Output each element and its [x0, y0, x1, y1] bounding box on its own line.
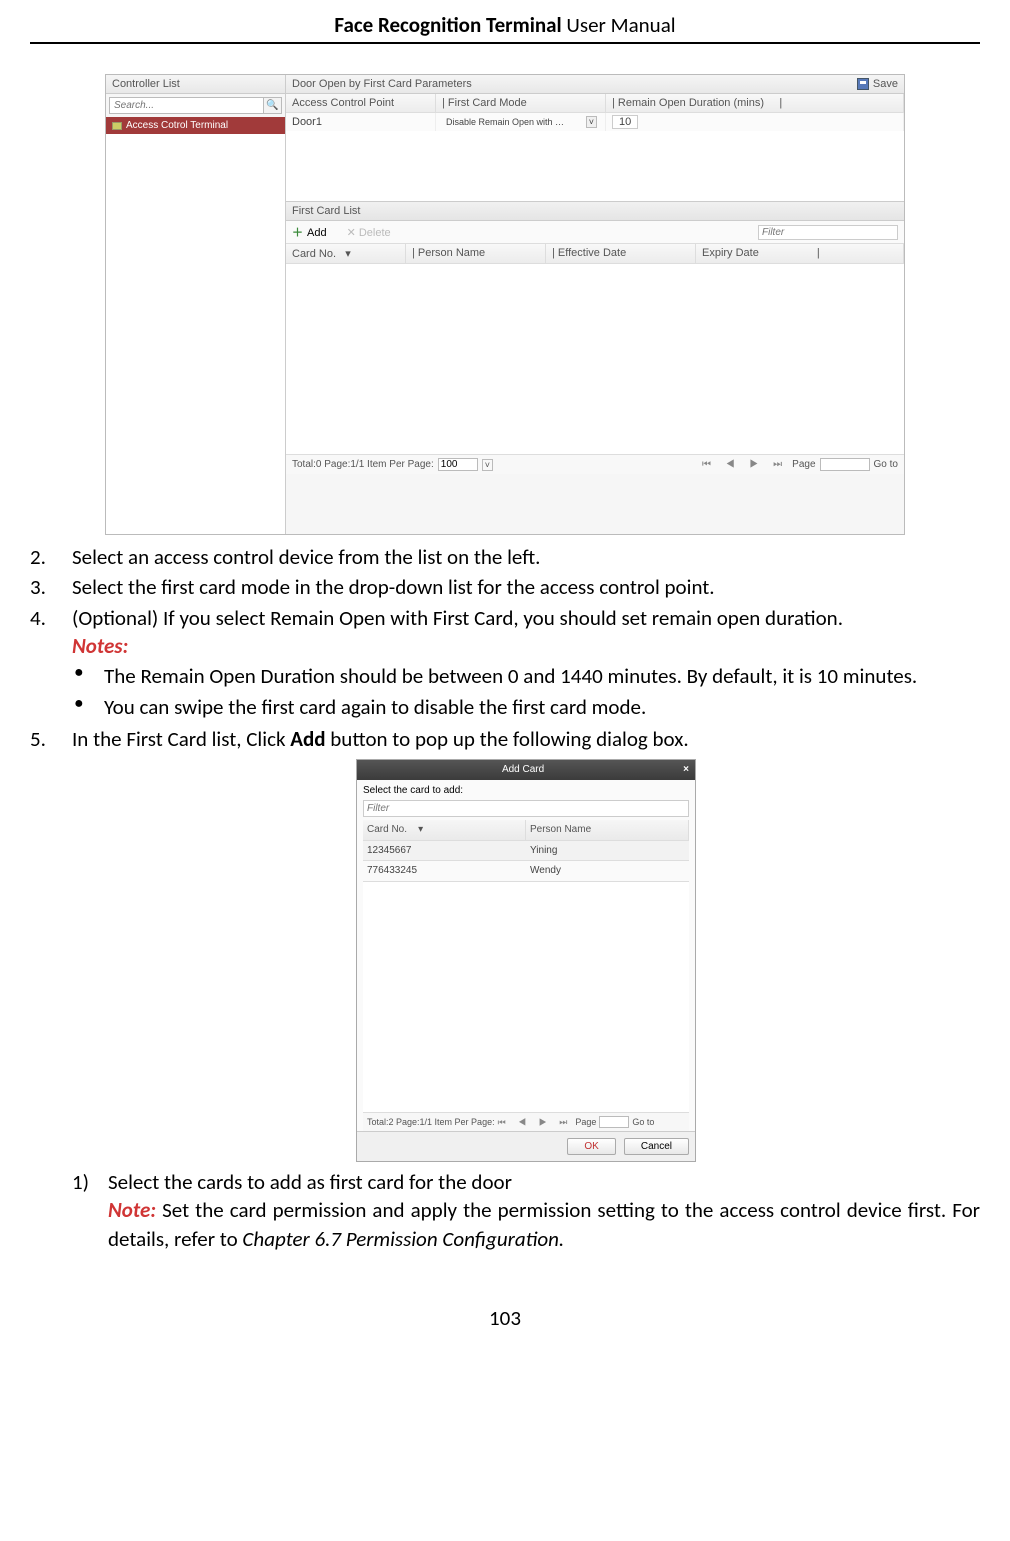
add-col-person: Person Name: [526, 820, 689, 840]
search-input[interactable]: [109, 97, 264, 114]
add-button[interactable]: ＋Add: [292, 224, 327, 240]
add-pager-total: Total:2 Page:1/1 Item Per Page:: [367, 1116, 495, 1128]
dialog-titlebar: Add Card ×: [357, 760, 695, 780]
col-exp: Expiry Date |: [696, 244, 904, 263]
row-door: Door1: [286, 113, 436, 131]
close-icon[interactable]: ×: [683, 763, 689, 777]
delete-button[interactable]: ✕ Delete: [347, 226, 391, 239]
first-card-list-title: First Card List: [286, 201, 904, 221]
step-2: Select an access control device from the…: [72, 543, 980, 571]
controller-item-label: Access Cotrol Terminal: [126, 120, 228, 131]
page-number: 103: [30, 1305, 980, 1331]
save-button-label: Save: [873, 78, 898, 90]
filter-input[interactable]: [758, 225, 898, 240]
device-icon: [112, 122, 122, 130]
add-pager-goto[interactable]: Go to: [632, 1116, 654, 1128]
col-person: | Person Name: [406, 244, 546, 263]
add-pager-nav[interactable]: ⏮ ◀ ▶ ⏭: [498, 1116, 573, 1128]
note-b: You can swipe the first card again to di…: [104, 693, 646, 721]
param-panel-title: Door Open by First Card Parameters Save: [286, 75, 904, 94]
col-eff: | Effective Date: [546, 244, 696, 263]
controller-selected-item[interactable]: Access Cotrol Terminal: [106, 117, 285, 134]
note-a: The Remain Open Duration should be betwe…: [104, 662, 917, 690]
controller-list-title: Controller List: [106, 75, 285, 94]
pager-nav[interactable]: ⏮ ◀ ▶ ⏭: [702, 459, 788, 470]
add-pager-page-label: Page: [575, 1116, 596, 1128]
notes-label: Notes:: [72, 633, 128, 659]
step-4: (Optional) If you select Remain Open wit…: [72, 604, 980, 723]
screenshot-main-panel: Controller List Door Open by First Card …: [105, 74, 905, 535]
add-card-dialog: Add Card × Select the card to add: Card …: [356, 759, 696, 1162]
dialog-title-text: Add Card: [363, 763, 683, 777]
ok-button[interactable]: OK: [567, 1138, 615, 1155]
col-acp: Access Control Point: [286, 94, 436, 112]
doc-header: Face Recognition Terminal User Manual: [30, 12, 980, 44]
col-rod: | Remain Open Duration (mins) |: [606, 94, 904, 112]
step-3: Select the first card mode in the drop-d…: [72, 573, 980, 601]
pager-total: Total:0 Page:1/1 Item Per Page:: [292, 459, 434, 470]
add-card-filter-input[interactable]: [363, 800, 689, 817]
col-fcm: | First Card Mode: [436, 94, 606, 112]
pager-goto[interactable]: Go to: [874, 459, 898, 470]
save-icon: [857, 78, 869, 90]
cancel-button[interactable]: Cancel: [624, 1138, 689, 1155]
search-icon[interactable]: 🔍: [264, 97, 282, 114]
step-5: In the First Card list, Click Add button…: [72, 725, 980, 1255]
param-panel-title-text: Door Open by First Card Parameters: [292, 78, 472, 90]
add-pager-page-input[interactable]: [599, 1116, 629, 1128]
select-card-label: Select the card to add:: [363, 784, 689, 798]
pager: Total:0 Page:1/1 Item Per Page: ˅ ⏮ ◀ ▶ …: [286, 454, 904, 474]
doc-title-bold: Face Recognition Terminal: [334, 12, 561, 38]
col-cardno: Card No. ▾: [286, 244, 406, 263]
add-pager: Total:2 Page:1/1 Item Per Page: ⏮ ◀ ▶ ⏭ …: [363, 1112, 689, 1131]
row-duration[interactable]: 10: [606, 113, 904, 131]
pager-page-input[interactable]: [820, 458, 870, 471]
add-col-cardno: Card No. ▾: [363, 820, 526, 840]
substep-1: Select the cards to add as first card fo…: [108, 1168, 980, 1253]
add-row-1[interactable]: 12345667Yining: [363, 841, 689, 862]
search-box[interactable]: 🔍: [109, 97, 282, 114]
pager-page-label: Page: [792, 459, 815, 470]
row-mode-dropdown[interactable]: Disable Remain Open with …˅: [436, 113, 606, 131]
instruction-list: 2.Select an access control device from t…: [30, 543, 980, 1255]
items-per-page-input[interactable]: [438, 458, 478, 471]
doc-title-rest: User Manual: [562, 12, 676, 38]
save-button[interactable]: Save: [857, 78, 898, 90]
add-row-2[interactable]: 776433245Wendy: [363, 861, 689, 882]
